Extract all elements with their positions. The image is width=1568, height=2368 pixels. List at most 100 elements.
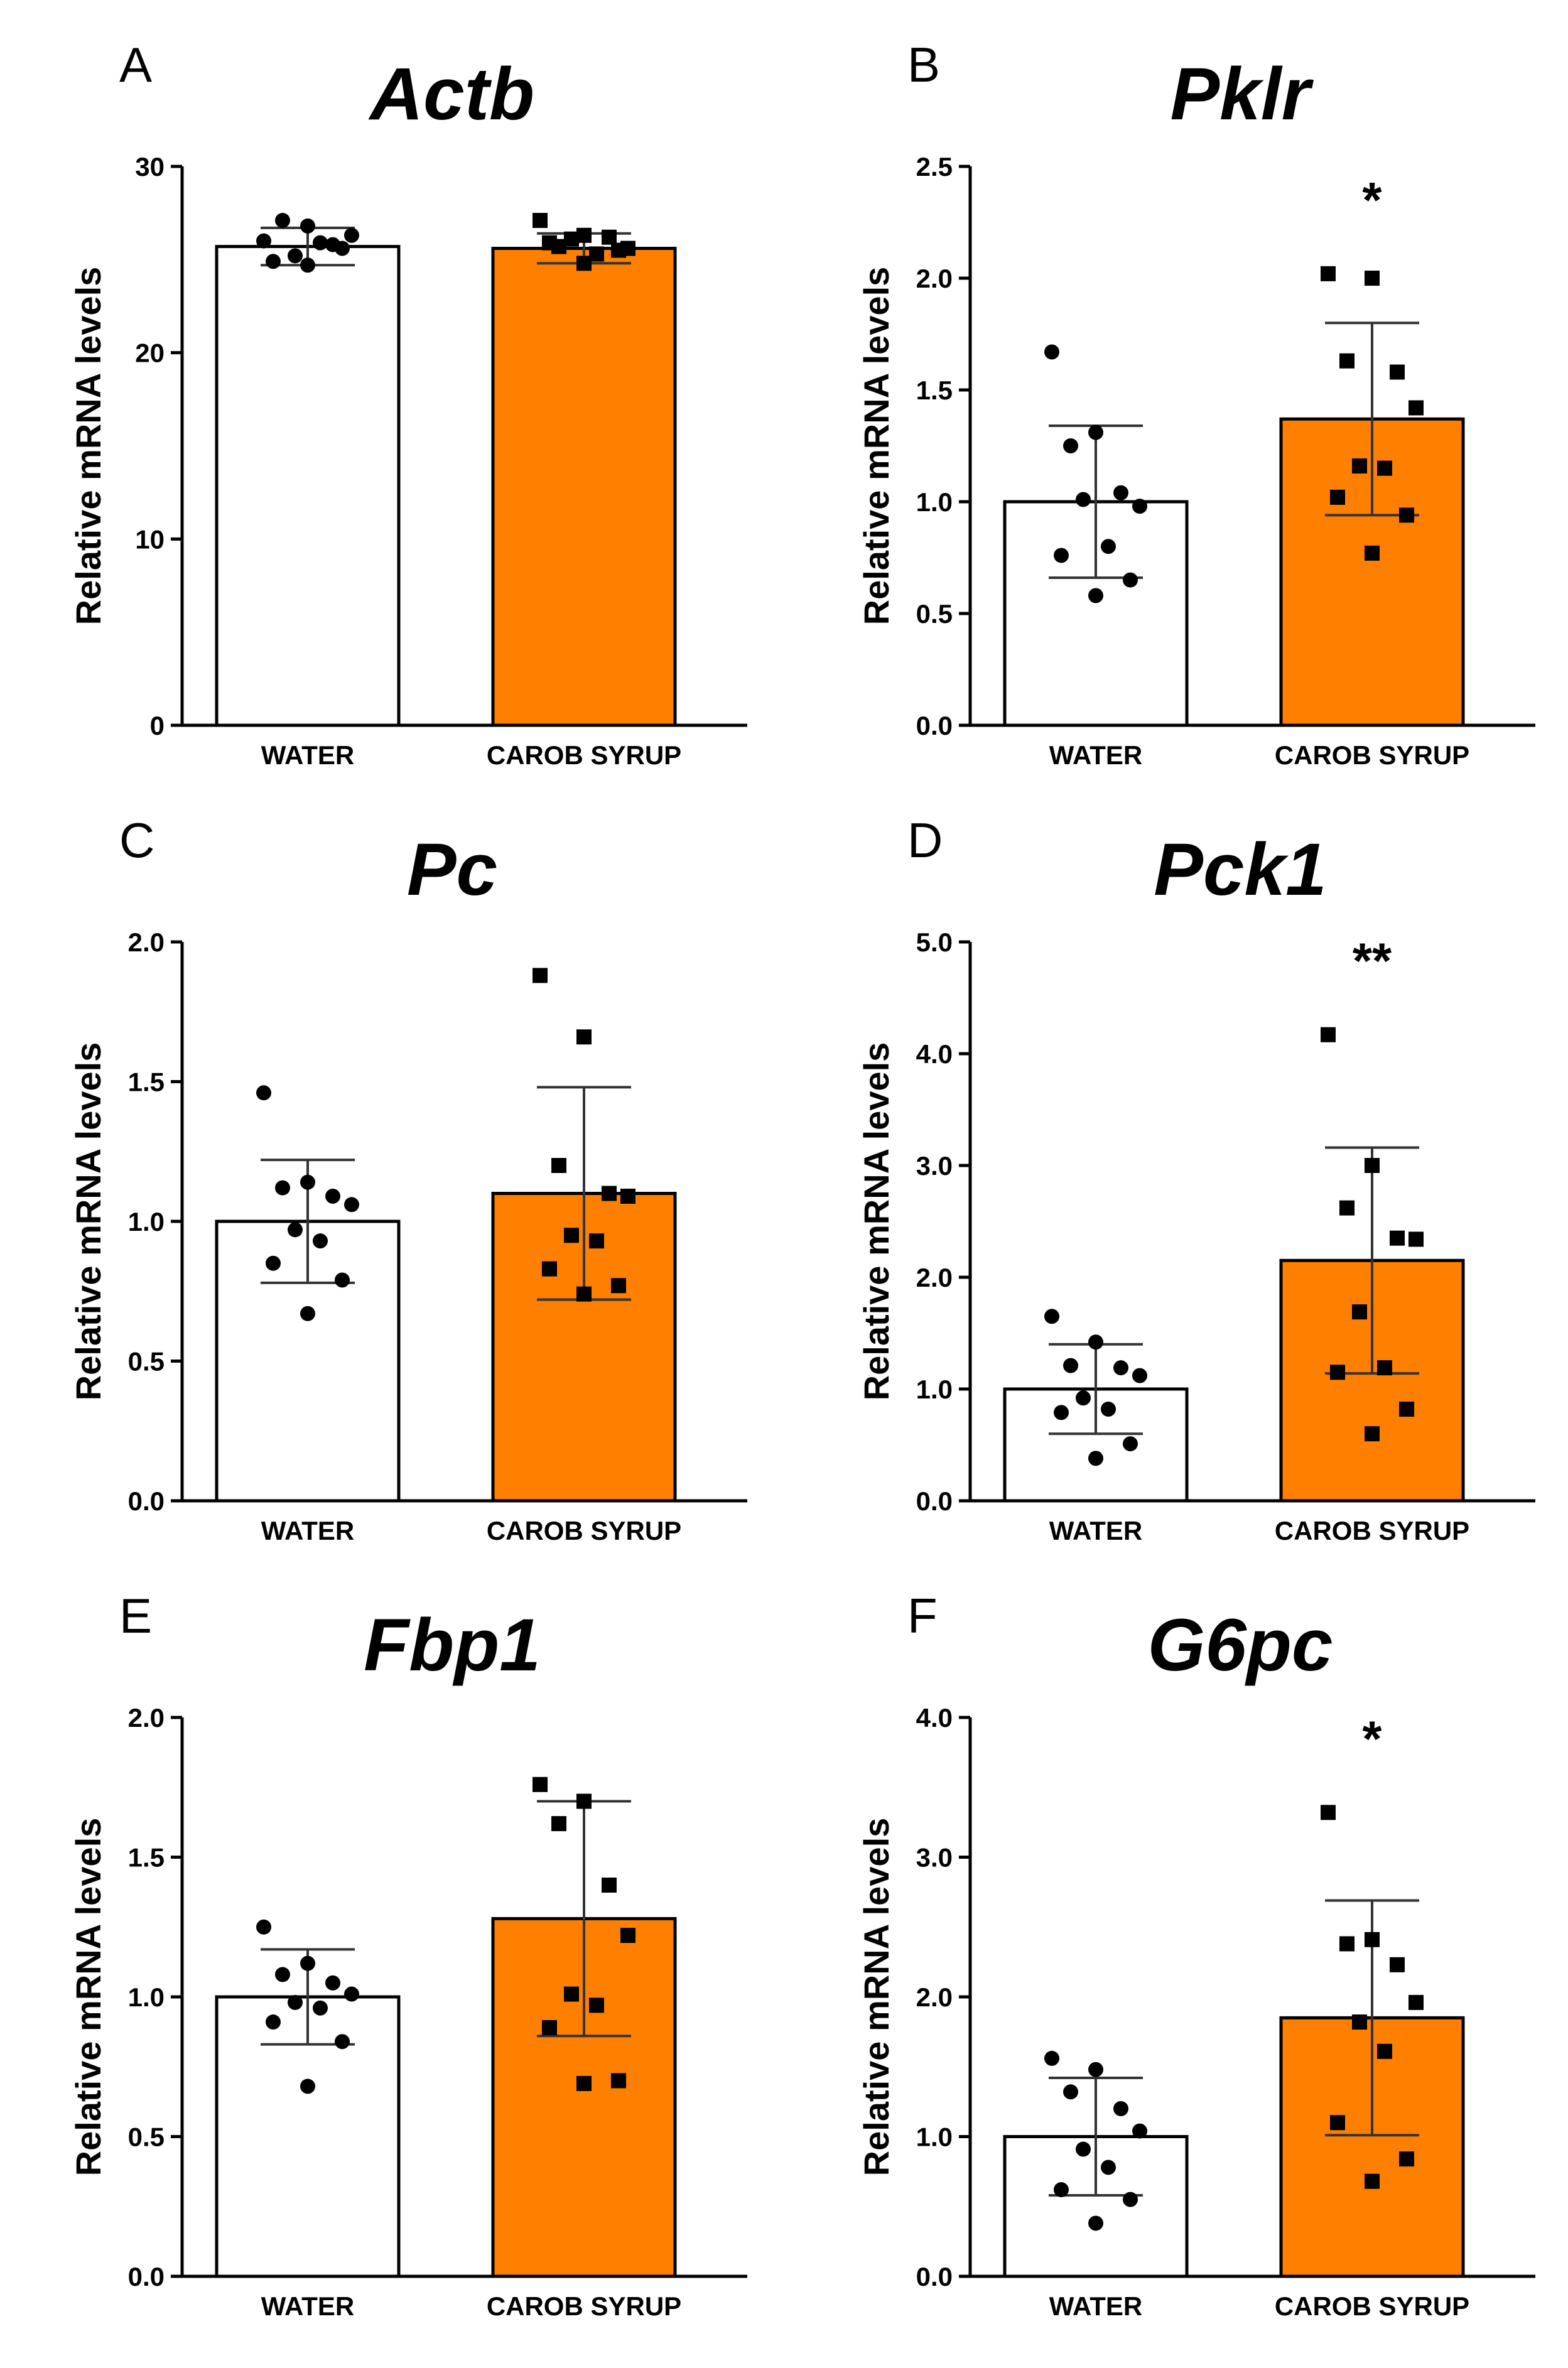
data-point <box>602 229 617 245</box>
x-category-label: CAROB SYRUP <box>1275 740 1469 770</box>
data-point <box>1076 1390 1091 1406</box>
data-point <box>1101 1402 1116 1417</box>
data-point <box>1321 1027 1336 1042</box>
data-point <box>335 241 350 256</box>
bar-water <box>215 245 401 727</box>
x-category-label: WATER <box>261 740 355 770</box>
y-tick-label: 0 <box>150 711 165 740</box>
data-point <box>1132 1368 1147 1383</box>
y-tick-label: 0.5 <box>128 1347 165 1376</box>
x-category-label: WATER <box>261 2291 355 2321</box>
data-point <box>1044 344 1059 360</box>
data-point <box>1330 2115 1345 2131</box>
data-point <box>1339 1200 1354 1216</box>
data-point <box>589 1998 604 2013</box>
data-point <box>1101 2160 1116 2175</box>
data-point <box>288 1994 303 2010</box>
data-point <box>533 213 548 229</box>
data-point <box>1365 1932 1380 1947</box>
data-point <box>1076 2141 1091 2157</box>
data-point <box>266 1255 281 1271</box>
data-point <box>1101 539 1116 554</box>
data-point <box>1054 2182 1069 2198</box>
data-point <box>589 1233 604 1249</box>
y-tick-label: 2.5 <box>916 152 953 181</box>
chart-title: Fbp1 <box>364 1604 541 1687</box>
x-category-label: WATER <box>1049 740 1143 770</box>
data-point <box>1352 1304 1367 1320</box>
data-point <box>533 968 548 983</box>
data-point <box>1365 2173 1380 2189</box>
data-point <box>1076 492 1091 507</box>
chart-title: Pck1 <box>1154 828 1327 911</box>
data-point <box>564 1228 579 1243</box>
data-point <box>1088 2215 1103 2231</box>
data-point <box>1044 1309 1059 1324</box>
y-axis-label: Relative mRNA levels <box>857 267 896 625</box>
data-point <box>1377 1360 1392 1376</box>
panel-letter: A <box>119 37 152 92</box>
data-point <box>1365 545 1380 561</box>
data-point <box>1063 2084 1078 2100</box>
x-category-label: CAROB SYRUP <box>487 2291 681 2321</box>
y-tick-label: 0.0 <box>128 2262 165 2291</box>
data-point <box>1390 364 1405 380</box>
data-point <box>1365 1426 1380 1442</box>
data-point <box>551 1158 566 1173</box>
chart-panel-f: F G6pc Relative mRNA levels 0.0 1.0 2.0 3.0 4.0… <box>857 1588 1535 2321</box>
data-point <box>542 1261 557 1277</box>
y-tick-label: 0.5 <box>916 599 953 629</box>
y-tick-label: 1.5 <box>916 376 953 405</box>
y-tick-label: 1.0 <box>128 1982 165 2012</box>
data-point <box>1113 2101 1128 2116</box>
data-point <box>620 1928 635 1944</box>
data-point <box>542 235 557 251</box>
data-point <box>1330 1365 1345 1380</box>
data-point <box>1132 2123 1147 2139</box>
chart-panel-c: C Pc Relative mRNA levels 0.0 0.5 1.0 1.5 2.0 WA… <box>68 813 747 1545</box>
chart-title: G6pc <box>1147 1604 1333 1687</box>
chart-title: Actb <box>368 53 534 136</box>
y-axis-label: Relative mRNA levels <box>68 267 108 625</box>
data-point <box>1113 1360 1128 1376</box>
y-tick-label: 5.0 <box>916 927 953 957</box>
panel-letter: E <box>119 1588 152 1643</box>
data-point <box>1390 1957 1405 1972</box>
significance-marker: ** <box>1353 933 1392 989</box>
data-point <box>576 256 592 271</box>
data-point <box>313 2000 328 2016</box>
data-point <box>266 2014 281 2030</box>
data-point <box>256 1919 271 1935</box>
chart-title: Pc <box>407 828 497 911</box>
y-tick-label: 3.0 <box>916 1151 953 1181</box>
data-point <box>313 1233 328 1249</box>
data-point <box>275 1967 290 1982</box>
data-point <box>344 1197 359 1213</box>
y-tick-label: 0.0 <box>128 1486 165 1516</box>
y-tick-label: 4.0 <box>916 1703 953 1733</box>
y-axis-label: Relative mRNA levels <box>857 1042 896 1401</box>
data-point <box>1132 499 1147 514</box>
data-point <box>1123 572 1138 588</box>
y-tick-label: 20 <box>135 338 165 368</box>
data-point <box>275 1180 290 1196</box>
y-tick-label: 1.0 <box>916 2122 953 2152</box>
data-point <box>1399 507 1414 523</box>
data-point <box>300 1955 315 1971</box>
data-point <box>564 231 579 247</box>
data-point <box>611 2073 626 2089</box>
data-point <box>602 1878 617 1893</box>
y-tick-label: 1.5 <box>128 1843 165 1873</box>
y-tick-label: 4.0 <box>916 1039 953 1069</box>
x-category-label: WATER <box>1049 1516 1143 1545</box>
data-point <box>1123 2192 1138 2207</box>
data-point <box>1365 1158 1380 1173</box>
data-point <box>1339 1936 1354 1952</box>
y-tick-label: 1.0 <box>916 487 953 517</box>
data-point <box>344 227 359 243</box>
x-category-label: WATER <box>261 1516 355 1545</box>
data-point <box>256 1085 271 1101</box>
bar-carob-syrup <box>491 247 677 727</box>
y-tick-label: 0.5 <box>128 2122 165 2152</box>
